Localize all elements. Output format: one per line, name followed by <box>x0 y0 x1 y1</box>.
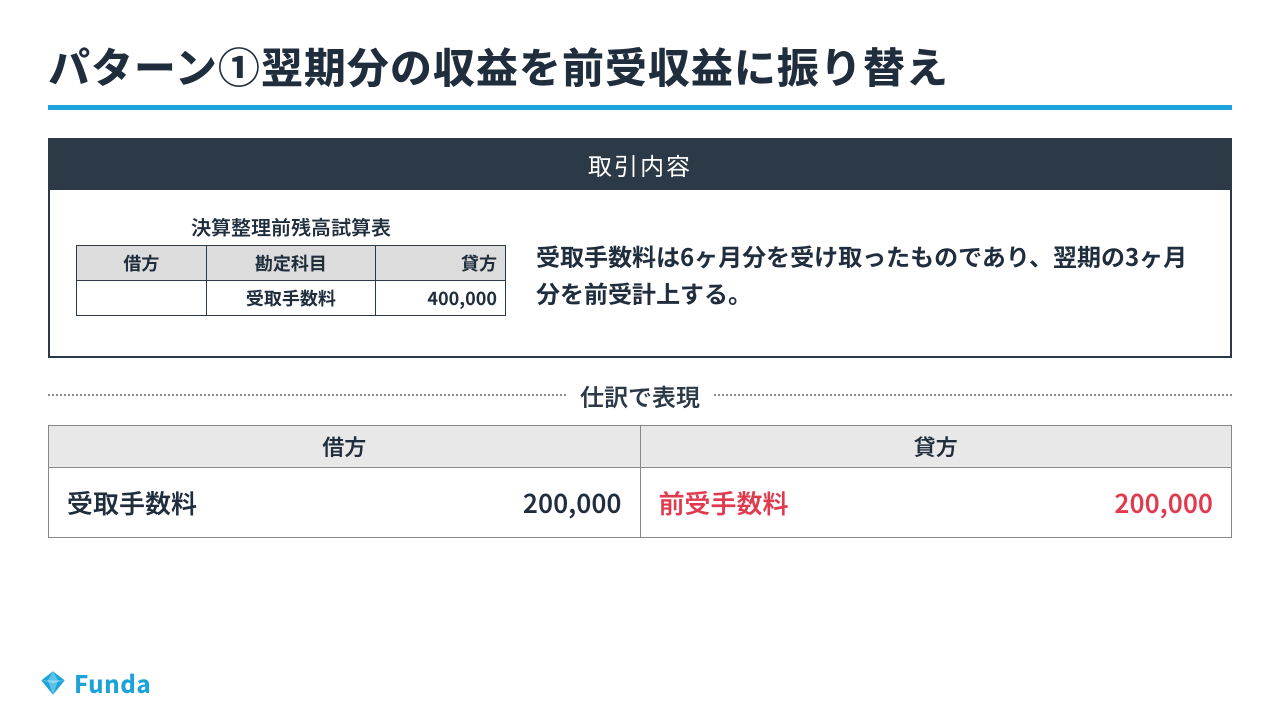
trial-balance-table: 借方 勘定科目 貸方 受取手数料 400,000 <box>76 245 506 316</box>
transaction-body: 決算整理前残高試算表 借方 勘定科目 貸方 受取手数料 400,000 受取手数… <box>50 190 1230 356</box>
title-underline <box>48 105 1232 110</box>
journal-th-credit: 貸方 <box>640 425 1232 467</box>
brand-logo: Funda <box>40 665 151 700</box>
transaction-header: 取引内容 <box>50 140 1230 190</box>
diamond-icon <box>40 670 66 696</box>
transaction-description: 受取手数料は6ヶ月分を受け取ったものであり、翌期の3ヶ月分を前受計上する。 <box>536 212 1206 311</box>
th-debit: 借方 <box>77 245 207 280</box>
table-header-row: 借方 勘定科目 貸方 <box>77 245 506 280</box>
journal-debit-cell: 受取手数料 200,000 <box>49 467 641 537</box>
table-row: 受取手数料 400,000 <box>77 280 506 315</box>
slide: パターン①翌期分の収益を前受収益に振り替え 取引内容 決算整理前残高試算表 借方… <box>0 0 1280 720</box>
journal-header-row: 借方 貸方 <box>49 425 1232 467</box>
journal-entry-row: 受取手数料 200,000 前受手数料 200,000 <box>49 467 1232 537</box>
trial-balance-caption: 決算整理前残高試算表 <box>76 212 506 241</box>
journal-credit-amount: 200,000 <box>1114 484 1213 521</box>
slide-title: パターン①翌期分の収益を前受収益に振り替え <box>48 40 1232 93</box>
journal-credit-account: 前受手数料 <box>659 484 789 521</box>
journal-debit-account: 受取手数料 <box>67 484 197 521</box>
separator: 仕訳で表現 <box>48 378 1232 413</box>
journal-table: 借方 貸方 受取手数料 200,000 前受手数料 200,000 <box>48 425 1232 538</box>
journal-debit-amount: 200,000 <box>523 484 622 521</box>
separator-line-right <box>714 394 1232 396</box>
td-debit <box>77 280 207 315</box>
journal-credit-cell: 前受手数料 200,000 <box>640 467 1232 537</box>
td-account: 受取手数料 <box>206 280 376 315</box>
brand-name: Funda <box>74 665 151 700</box>
journal-th-debit: 借方 <box>49 425 641 467</box>
th-credit: 貸方 <box>376 245 506 280</box>
td-credit: 400,000 <box>376 280 506 315</box>
th-account: 勘定科目 <box>206 245 376 280</box>
separator-label: 仕訳で表現 <box>580 378 700 413</box>
transaction-box: 取引内容 決算整理前残高試算表 借方 勘定科目 貸方 受取手数料 400,000 <box>48 138 1232 358</box>
trial-balance: 決算整理前残高試算表 借方 勘定科目 貸方 受取手数料 400,000 <box>76 212 506 316</box>
separator-line-left <box>48 394 566 396</box>
